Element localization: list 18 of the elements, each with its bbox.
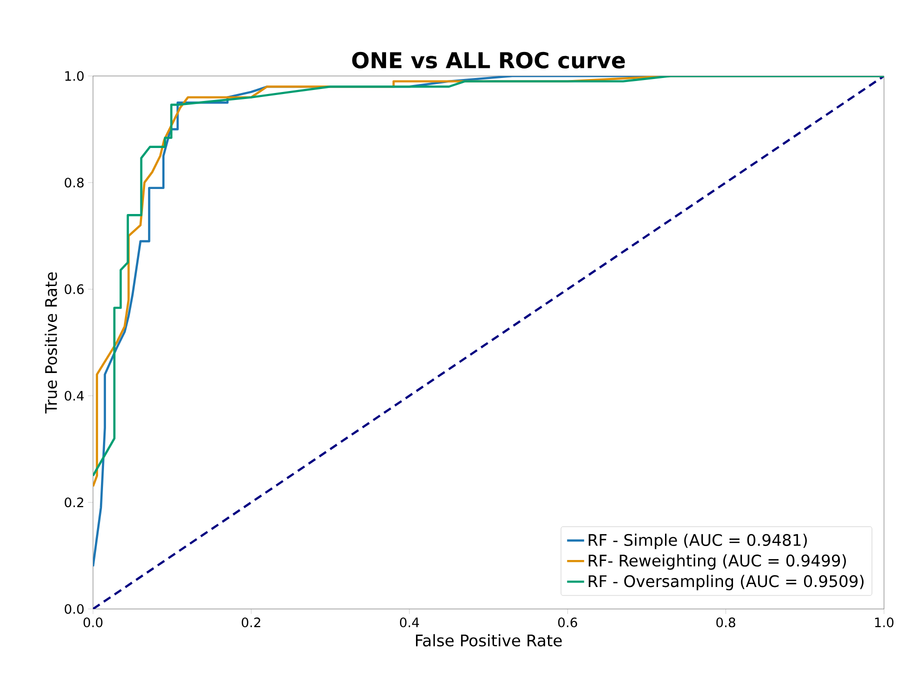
y-tick-label: 1.0 — [65, 71, 84, 81]
x-tick-label: 1.0 — [875, 618, 894, 628]
x-tick-label: 0.2 — [242, 618, 260, 628]
y-tick-label: 0.8 — [64, 178, 84, 188]
y-tick-label: 0.6 — [64, 284, 84, 294]
legend-label: RF - Oversampling (AUC = 0.9509) — [588, 574, 864, 590]
y-tick-label: 0.4 — [64, 390, 84, 401]
legend-label: RF - Simple (AUC = 0.9481) — [588, 534, 807, 550]
legend-label: RF- Reweighting (AUC = 0.9499) — [588, 554, 846, 570]
x-tick-label: 0.8 — [716, 618, 736, 628]
x-axis-title: False Positive Rate — [416, 634, 562, 646]
y-tick-label: 0.2 — [64, 497, 84, 508]
x-tick-label: 0.6 — [558, 618, 578, 628]
y-tick-label: 0.0 — [64, 604, 84, 614]
x-tick-label: 0.0 — [84, 618, 102, 628]
x-tick-label: 0.4 — [400, 618, 419, 628]
chart-title: ONE vs ALL ROC curve — [352, 52, 625, 68]
y-axis-title: True Positive Rate — [44, 272, 58, 414]
